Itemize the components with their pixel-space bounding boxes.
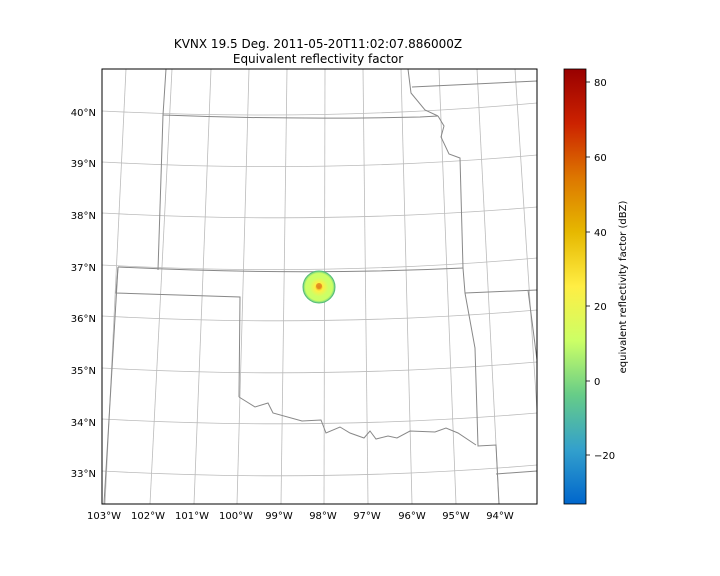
y-tick-label: 35°N: [71, 366, 96, 377]
gridline-lat-35: [102, 361, 537, 374]
border-missouri-arkansas: [464, 289, 537, 294]
colorbar-tick-label: 0: [594, 377, 600, 388]
border-arkansas-louisiana: [495, 470, 537, 475]
colorbar-tick-label: 60: [594, 153, 607, 164]
radar-echo-core: [316, 283, 322, 289]
gridline-lon-100: [236, 69, 250, 504]
y-tick-label: 33°N: [71, 469, 96, 480]
border-kansas-oklahoma: [117, 266, 464, 273]
y-tick-label: 34°N: [71, 418, 96, 429]
figure-title: KVNX 19.5 Deg. 2011-05-20T11:02:07.88600…: [174, 37, 462, 51]
border-kansas-missouri: [437, 115, 464, 269]
state-borders: [103, 69, 537, 504]
y-tick-labels: 33°N 34°N 35°N 36°N 37°N 38°N 39°N 40°N: [71, 108, 96, 480]
x-tick-label: 94°W: [486, 511, 514, 522]
radar-echo: [302, 270, 336, 304]
border-oklahoma-arkansas: [462, 267, 500, 504]
colorbar-tick-label: −20: [594, 451, 615, 462]
border-nebraska-kansas: [162, 69, 439, 119]
map-panel: [101, 68, 538, 505]
x-tick-label: 103°W: [87, 511, 121, 522]
y-tick-label: 37°N: [71, 263, 96, 274]
border-iowa-missouri: [411, 80, 537, 88]
y-tick-label: 38°N: [71, 211, 96, 222]
colorbar-tick-label: 80: [594, 78, 607, 89]
colorbar-label: equivalent reflectivity factor (dBZ): [618, 201, 629, 374]
colorbar-tick-label: 20: [594, 302, 607, 313]
x-tick-label: 100°W: [219, 511, 253, 522]
x-tick-label: 96°W: [398, 511, 426, 522]
border-red-river: [238, 396, 477, 446]
y-tick-label: 40°N: [71, 108, 96, 119]
gridline-lon-99: [280, 69, 288, 504]
border-new-mexico-texas: [103, 266, 119, 504]
border-colorado-kansas: [157, 114, 164, 271]
gridline-lon-102: [149, 69, 173, 504]
colorbar: 80 60 40 20 0 −20 equivalent reflectivit…: [563, 68, 629, 505]
x-tick-labels: 103°W 102°W 101°W 100°W 99°W 98°W 97°W 9…: [87, 511, 514, 522]
border-missouri-river: [407, 69, 439, 117]
gridline-lat-33: [102, 464, 537, 477]
y-tick-label: 36°N: [71, 314, 96, 325]
x-tick-label: 101°W: [175, 511, 209, 522]
border-arkansas-east: [527, 289, 537, 361]
x-tick-label: 98°W: [309, 511, 337, 522]
figure-subtitle: Equivalent reflectivity factor: [233, 52, 403, 66]
gridline-lat-37: [102, 257, 537, 271]
gridline-lon-93: [514, 69, 537, 418]
x-tick-label: 97°W: [353, 511, 381, 522]
gridline-lon-101: [193, 69, 212, 504]
colorbar-ticks: [586, 81, 590, 456]
x-tick-label: 102°W: [131, 511, 165, 522]
x-tick-label: 99°W: [265, 511, 293, 522]
gridline-lat-34: [102, 412, 537, 425]
colorbar-gradient: [563, 68, 587, 505]
colorbar-tick-label: 40: [594, 228, 607, 239]
x-tick-label: 95°W: [442, 511, 470, 522]
y-tick-label: 39°N: [71, 159, 96, 170]
gridline-lon-97: [362, 69, 369, 504]
gridline-lat-38: [102, 206, 537, 219]
map-frame: [101, 68, 538, 505]
gridline-lat-36: [102, 309, 537, 322]
gridline-lon-94: [476, 69, 500, 504]
